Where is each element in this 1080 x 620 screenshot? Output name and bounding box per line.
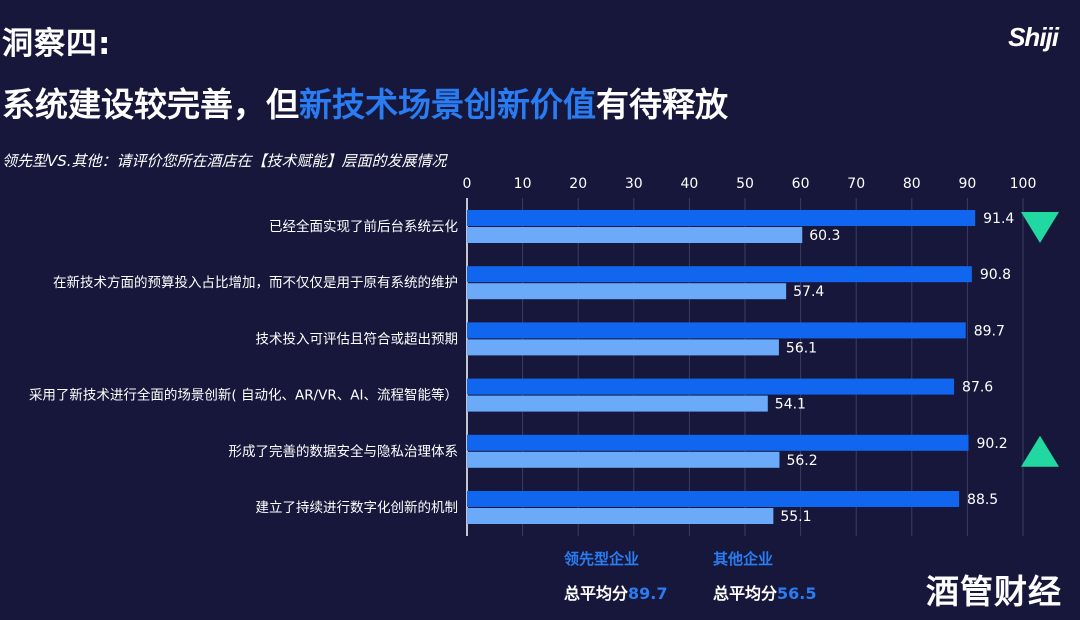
leader-bar bbox=[467, 378, 955, 395]
category-label: 采用了新技术进行全面的场景创新( 自动化、AR/VR、AI、流程智能等） bbox=[29, 387, 458, 404]
x-tick-label: 70 bbox=[847, 176, 865, 192]
other-value-label: 56.1 bbox=[786, 340, 817, 356]
other-bar bbox=[467, 451, 780, 468]
category-label: 已经全面实现了前后台系统云化 bbox=[269, 218, 458, 235]
other-average-label: 总平均分 bbox=[713, 584, 778, 603]
triangle-up-icon bbox=[1021, 435, 1059, 467]
x-tick-label: 100 bbox=[1010, 176, 1037, 192]
leader-value-label: 88.5 bbox=[967, 492, 998, 508]
headline-part-1: 系统建设较完善，但 bbox=[2, 85, 299, 124]
x-tick-label: 90 bbox=[958, 176, 976, 192]
x-tick-label: 50 bbox=[736, 176, 754, 192]
leader-bar bbox=[467, 266, 972, 283]
other-bar bbox=[467, 227, 803, 243]
other-bar bbox=[467, 508, 774, 524]
leader-value-label: 90.8 bbox=[980, 267, 1011, 283]
other-bar bbox=[467, 283, 787, 300]
legend-other: 其他企业 bbox=[713, 550, 774, 568]
watermark-text: 酒管财经 bbox=[926, 572, 1062, 611]
leader-value-label: 89.7 bbox=[974, 323, 1005, 339]
other-average-value: 56.5 bbox=[777, 584, 817, 603]
chart-subtitle: 领先型VS.其他：请评价您所在酒店在【技术赋能】层面的发展情况 bbox=[2, 152, 447, 170]
leader-bar bbox=[467, 322, 966, 339]
section-title: 洞察四: bbox=[2, 26, 112, 62]
other-value-label: 54.1 bbox=[775, 397, 806, 413]
legend-leader: 领先型企业 bbox=[564, 550, 640, 568]
leader-average-label: 总平均分 bbox=[564, 584, 629, 603]
category-label: 在新技术方面的预算投入占比增加，而不仅仅是用于原有系统的维护 bbox=[53, 275, 458, 291]
x-tick-label: 10 bbox=[514, 176, 532, 192]
other-value-label: 57.4 bbox=[793, 284, 824, 300]
category-label: 建立了持续进行数字化创新的机制 bbox=[256, 500, 459, 516]
leader-value-label: 90.2 bbox=[977, 436, 1008, 452]
leader-bar bbox=[467, 434, 969, 451]
other-average: 总平均分56.5 bbox=[713, 580, 817, 604]
other-bar bbox=[467, 395, 768, 412]
triangle-down-icon bbox=[1021, 212, 1059, 243]
other-value-label: 60.3 bbox=[809, 228, 840, 244]
category-label: 形成了完善的数据安全与隐私治理体系 bbox=[229, 443, 459, 460]
headline: 系统建设较完善，但新技术场景创新价值有待释放 bbox=[2, 78, 728, 126]
other-bar bbox=[467, 339, 779, 356]
shiji-logo: Shiji bbox=[1008, 22, 1059, 52]
x-tick-label: 0 bbox=[463, 176, 472, 192]
other-value-label: 56.2 bbox=[786, 453, 817, 469]
headline-part-2: 有待释放 bbox=[596, 85, 728, 124]
leader-value-label: 91.4 bbox=[983, 211, 1014, 227]
x-tick-label: 40 bbox=[680, 176, 698, 192]
x-tick-label: 30 bbox=[625, 176, 643, 192]
headline-highlight: 新技术场景创新价值 bbox=[299, 85, 596, 124]
x-tick-label: 80 bbox=[903, 176, 921, 192]
leader-average: 总平均分89.7 bbox=[564, 580, 668, 604]
category-label: 技术投入可评估且符合或超出预期 bbox=[256, 331, 459, 347]
leader-average-value: 89.7 bbox=[628, 584, 668, 603]
leader-value-label: 87.6 bbox=[962, 380, 993, 396]
x-tick-label: 60 bbox=[792, 176, 810, 192]
leader-bar bbox=[467, 210, 976, 226]
x-tick-label: 20 bbox=[569, 176, 587, 192]
leader-bar bbox=[467, 491, 960, 507]
other-value-label: 55.1 bbox=[780, 509, 811, 525]
